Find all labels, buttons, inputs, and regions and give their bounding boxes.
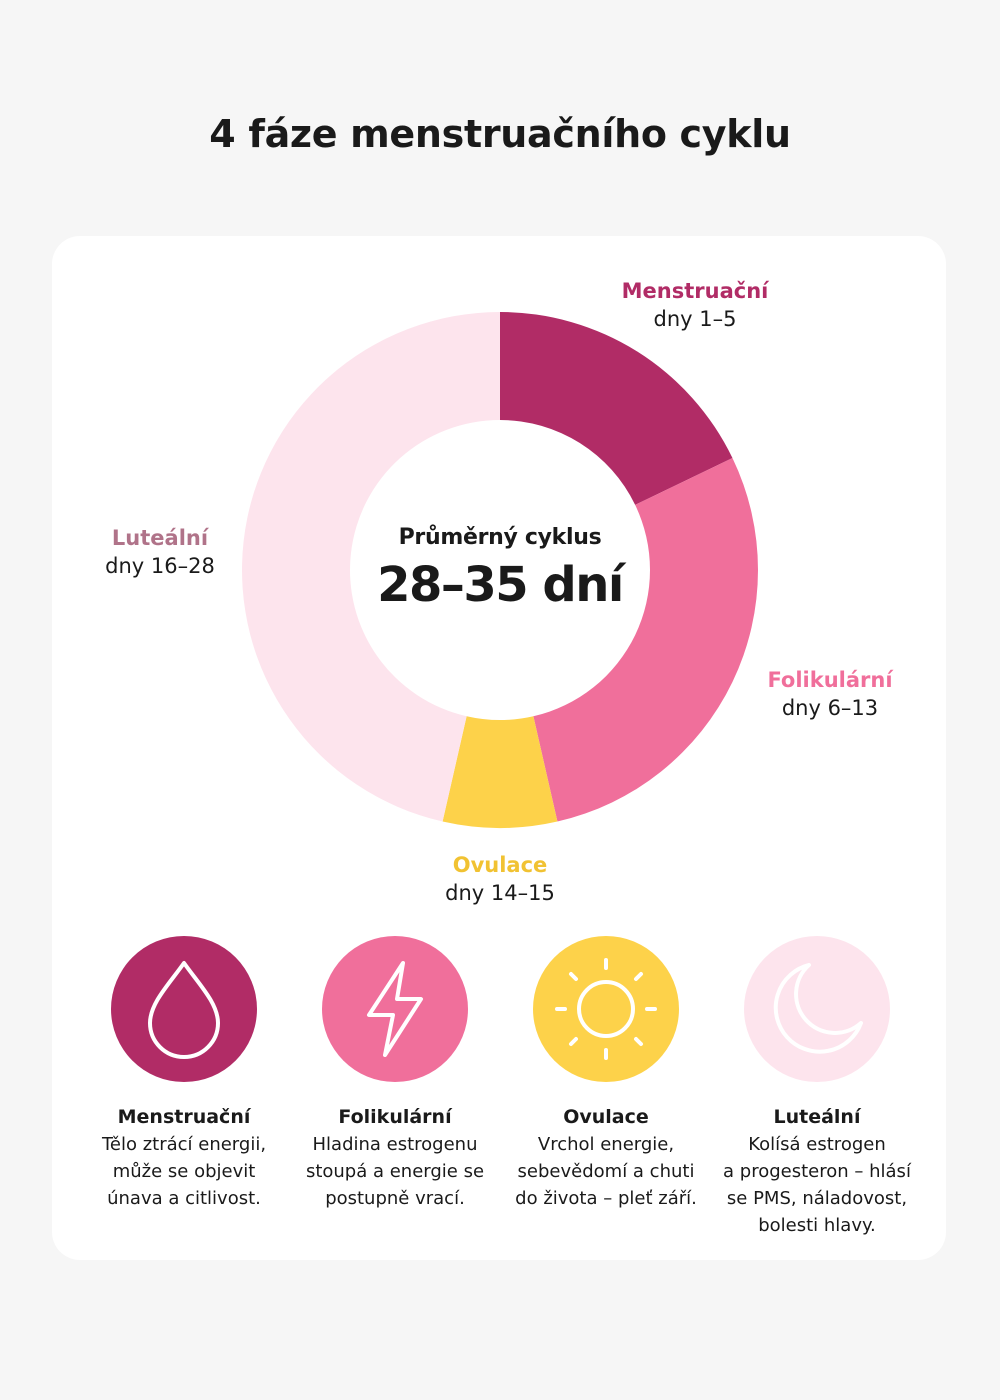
center-label: Průměrný cyklus 28–35 dní	[340, 520, 660, 614]
donut-label-menstrual-days: dny 1–5	[653, 307, 737, 331]
phase-icon-circle-luteal	[744, 936, 890, 1082]
donut-segment-follicular	[533, 458, 758, 822]
phase-desc-luteal-line: Kolísá estrogen	[748, 1134, 886, 1155]
page-title: 4 fáze menstruačního cyklu	[209, 112, 791, 156]
phase-desc-follicular-line: postupně vrací.	[325, 1188, 465, 1209]
phase-desc-ovulation-line: sebevědomí a chuti	[517, 1161, 695, 1182]
donut-label-ovulation-days: dny 14–15	[445, 881, 555, 905]
lightning-icon	[367, 961, 423, 1057]
donut-label-follicular-days: dny 6–13	[781, 696, 879, 720]
phase-desc-menstrual-line: Tělo ztrácí energii,	[101, 1134, 267, 1155]
phase-desc-ovulation-line: do života – pleť září.	[515, 1188, 697, 1209]
phase-desc-ovulation-title: Ovulace	[563, 1106, 649, 1128]
donut-label-luteal-name: Luteální	[111, 526, 209, 550]
center-value: 28–35 dní	[377, 557, 624, 613]
center-caption: Průměrný cyklus	[398, 525, 602, 550]
phase-desc-ovulation: Ovulace Vrchol energie, sebevědomí a chu…	[496, 1104, 716, 1212]
phase-desc-follicular: Folikulární Hladina estrogenu stoupá a e…	[285, 1104, 505, 1212]
donut-label-follicular-name: Folikulární	[767, 668, 893, 692]
donut-label-menstrual-name: Menstruační	[621, 279, 769, 303]
phase-icon-circle-menstrual	[111, 936, 257, 1082]
phase-desc-menstrual-line: únava a citlivost.	[107, 1188, 261, 1209]
phase-icon-circle-follicular	[322, 936, 468, 1082]
donut-segment-ovulation	[442, 716, 558, 828]
phase-desc-menstrual-line: může se objevit	[112, 1161, 256, 1182]
donut-label-ovulation-name: Ovulace	[452, 853, 548, 877]
phase-desc-ovulation-line: Vrchol energie,	[537, 1134, 675, 1155]
donut-label-luteal: Luteální dny 16–28	[30, 524, 290, 580]
phase-desc-luteal-line: bolesti hlavy.	[758, 1215, 876, 1236]
donut-label-luteal-days: dny 16–28	[105, 554, 215, 578]
phase-desc-follicular-title: Folikulární	[338, 1106, 452, 1128]
phase-desc-follicular-line: Hladina estrogenu	[312, 1134, 478, 1155]
phase-desc-luteal: Luteální Kolísá estrogen a progesteron –…	[707, 1104, 927, 1239]
drop-icon	[148, 961, 220, 1059]
phase-desc-menstrual-title: Menstruační	[117, 1106, 251, 1128]
phase-desc-menstrual: Menstruační Tělo ztrácí energii, může se…	[74, 1104, 294, 1212]
phase-desc-luteal-title: Luteální	[773, 1106, 861, 1128]
donut-segment-luteal	[242, 312, 500, 822]
phase-desc-follicular-line: stoupá a energie se	[305, 1161, 485, 1182]
sun-icon	[555, 958, 657, 1060]
phase-icon-circle-ovulation	[533, 936, 679, 1082]
donut-label-follicular: Folikulární dny 6–13	[700, 666, 960, 722]
phase-desc-luteal-line: a progesteron – hlásí	[723, 1161, 911, 1182]
donut-label-menstrual: Menstruační dny 1–5	[565, 277, 825, 333]
donut-label-ovulation: Ovulace dny 14–15	[370, 851, 630, 907]
donut-segment-menstrual	[500, 312, 733, 505]
moon-icon	[773, 963, 863, 1054]
phase-desc-luteal-line: se PMS, náladovost,	[726, 1188, 908, 1209]
